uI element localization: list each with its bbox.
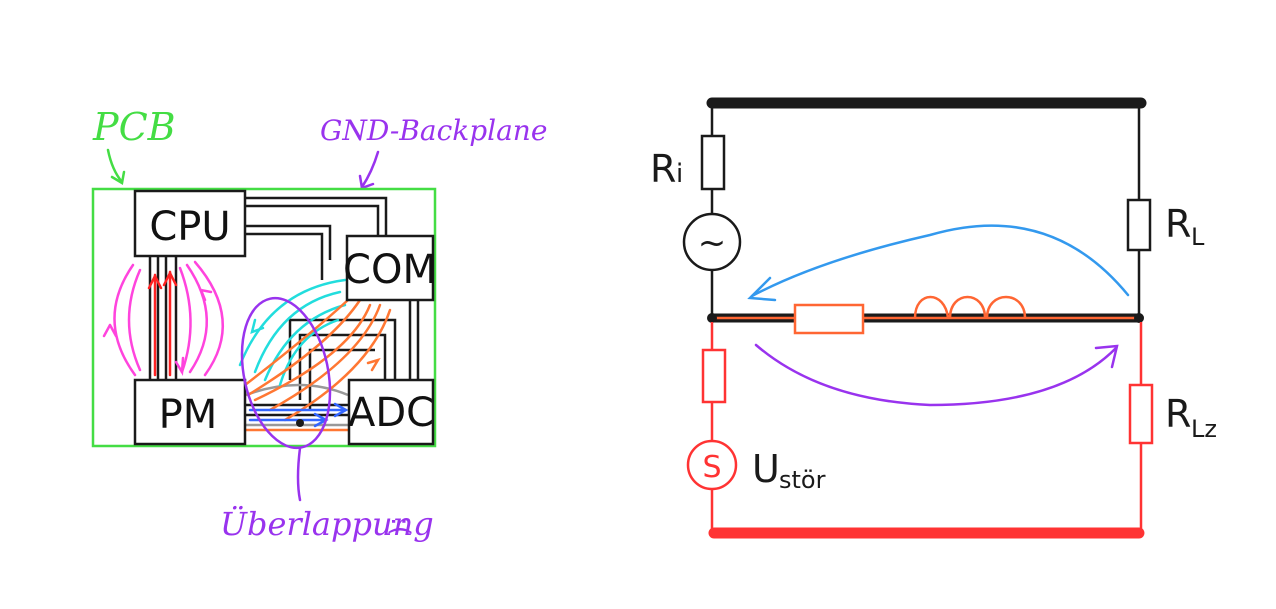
rl-subscript: L — [1191, 223, 1205, 251]
backplane-label-arrow — [360, 150, 380, 189]
disturb-source-symbol: S — [702, 450, 721, 485]
resistor-rl — [1126, 198, 1152, 252]
orange-flux-lines — [243, 298, 392, 432]
shared-resistor — [793, 303, 865, 335]
overlap-pointer — [296, 446, 302, 502]
overlap-label: Überlappung — [220, 505, 434, 543]
pcb-label-arrow — [106, 148, 124, 184]
resistor-ri — [700, 134, 726, 191]
junction-dot — [296, 419, 304, 427]
magenta-flux-lines — [102, 260, 224, 377]
com-label: COM — [343, 247, 437, 293]
cpu-block: CPU — [133, 189, 247, 258]
com-block: COM — [343, 234, 437, 302]
ustoer-label: U — [752, 447, 780, 491]
pcb-diagram: PCB GND-Backplane — [91, 105, 547, 543]
rlz-label: R — [1165, 392, 1191, 436]
disturb-resistor — [701, 348, 727, 404]
cyan-flux-lines — [238, 278, 347, 387]
pm-block: PM — [133, 378, 247, 446]
pcb-label: PCB — [92, 105, 176, 149]
backplane-label: GND-Backplane — [320, 114, 547, 147]
pcb-label-arrowhead — [110, 170, 126, 186]
ri-label: R — [650, 147, 676, 191]
ustoer-subscript: stör — [779, 466, 826, 494]
shared-inductor — [913, 295, 1027, 319]
blue-arrowhead — [747, 276, 777, 302]
blue-current-arrow — [750, 224, 1130, 298]
sad-face: :( — [385, 517, 415, 536]
circuit-diagram: ~ R i R L S U stör R — [650, 97, 1217, 539]
adc-block: ADC — [347, 378, 435, 446]
purple-arrowhead — [1094, 344, 1119, 369]
pcb-outline — [91, 187, 437, 448]
pm-label: PM — [159, 392, 218, 438]
purple-current-arrow — [754, 343, 1118, 407]
cpu-label: CPU — [149, 204, 230, 250]
ri-subscript: i — [676, 159, 683, 189]
resistor-rlz — [1128, 383, 1154, 445]
rl-label: R — [1165, 202, 1191, 246]
red-current-arrows — [147, 270, 178, 377]
ac-source-symbol: ~ — [698, 223, 727, 263]
adc-label: ADC — [348, 390, 434, 436]
right-node — [1134, 313, 1144, 323]
overlap-ellipse — [240, 296, 332, 450]
rlz-subscript: Lz — [1191, 415, 1217, 443]
left-node — [707, 313, 717, 323]
